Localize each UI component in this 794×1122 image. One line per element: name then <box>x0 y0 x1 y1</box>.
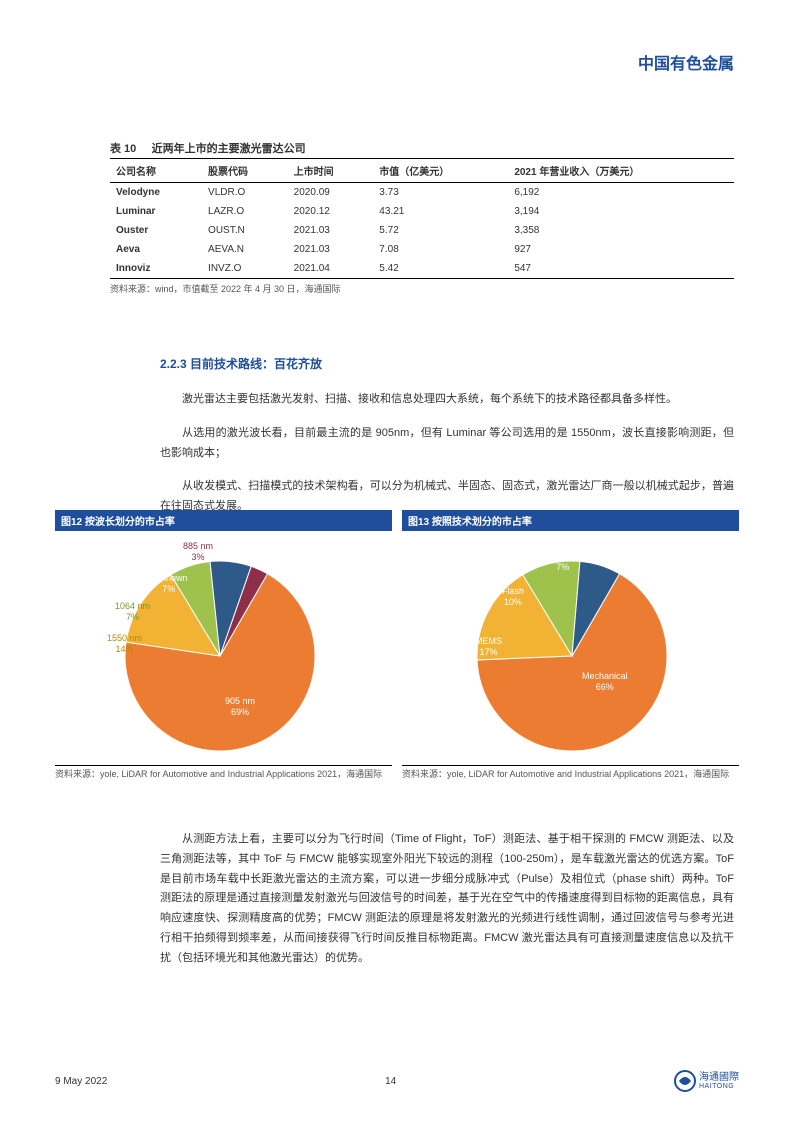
pie-slice-label: Flash10% <box>502 586 524 608</box>
table-caption: 表 10 近两年上市的主要激光雷达公司 <box>110 140 734 156</box>
chart-left-title: 图12 按波长划分的市占率 <box>55 510 392 531</box>
table-row: AevaAEVA.N2021.037.08927 <box>110 240 734 259</box>
table-caption-text: 近两年上市的主要激光雷达公司 <box>152 143 306 155</box>
table-header-cell: 2021 年营业收入（万美元） <box>508 159 734 183</box>
table-cell: 2021.03 <box>288 221 374 240</box>
footer-date: 9 May 2022 <box>55 1076 107 1087</box>
chart-right-area: Mechanical66% MEMS17% Flash10% Unknown7% <box>402 531 739 766</box>
table-cell: 2021.03 <box>288 240 374 259</box>
pie-slice-label: Mechanical66% <box>582 671 628 693</box>
chart-right-source: 资料来源：yole, LiDAR for Automotive and Indu… <box>402 769 739 781</box>
chart-left-box: 图12 按波长划分的市占率 905 nm69% 1550 nm14% 1064 nm… <box>55 510 392 781</box>
table-cell: 5.72 <box>373 221 508 240</box>
table-cell: Ouster <box>110 221 202 240</box>
section-p2: 从选用的激光波长看，目前最主流的是 905nm，但有 Luminar 等公司选用… <box>160 424 734 464</box>
table-cell: 6,192 <box>508 183 734 203</box>
pie-slice-label: 885 nm3% <box>183 541 213 563</box>
table-row: LuminarLAZR.O2020.1243.213,194 <box>110 202 734 221</box>
table-row: VelodyneVLDR.O2020.093.736,192 <box>110 183 734 203</box>
chart-left-area: 905 nm69% 1550 nm14% 1064 nm7%Unknown7% 885… <box>55 531 392 766</box>
table-row: InnovizINVZ.O2021.045.42547 <box>110 259 734 279</box>
table-cell: Velodyne <box>110 183 202 203</box>
table-header-cell: 市值（亿美元） <box>373 159 508 183</box>
lower-text-block: 从测距方法上看，主要可以分为飞行时间（Time of Flight，ToF）测距… <box>160 830 734 969</box>
chart-left-source: 资料来源：yole, LiDAR for Automotive and Indu… <box>55 769 392 781</box>
table-cell: 3,358 <box>508 221 734 240</box>
lidar-companies-table: 公司名称股票代码上市时间市值（亿美元）2021 年营业收入（万美元） Velod… <box>110 158 734 279</box>
footer-page: 14 <box>385 1076 396 1087</box>
pie-slice-label: 1064 nm7% <box>115 601 150 623</box>
table-cell: VLDR.O <box>202 183 288 203</box>
table-source: 资料来源：wind，市值截至 2022 年 4 月 30 日，海通国际 <box>110 282 734 295</box>
table-header-cell: 上市时间 <box>288 159 374 183</box>
table-cell: LAZR.O <box>202 202 288 221</box>
table-cell: Innoviz <box>110 259 202 279</box>
footer-logo-text: 海通國際 <box>699 1073 739 1083</box>
pie-slice-label: 905 nm69% <box>225 696 255 718</box>
table-cell: 43.21 <box>373 202 508 221</box>
table-cell: 3,194 <box>508 202 734 221</box>
table-cell: 2020.09 <box>288 183 374 203</box>
chart-right-title: 图13 按照技术划分的市占率 <box>402 510 739 531</box>
table-cell: INVZ.O <box>202 259 288 279</box>
table-cell: 5.42 <box>373 259 508 279</box>
table-cell: Luminar <box>110 202 202 221</box>
table-cell: 2021.04 <box>288 259 374 279</box>
footer-logo: 海通國際 HAITONG <box>674 1070 739 1092</box>
table-cell: 927 <box>508 240 734 259</box>
table-cell: 7.08 <box>373 240 508 259</box>
table-cell: AEVA.N <box>202 240 288 259</box>
table-header-cell: 公司名称 <box>110 159 202 183</box>
table-header-cell: 股票代码 <box>202 159 288 183</box>
table-cell: 547 <box>508 259 734 279</box>
pie-slice-label: 1550 nm14% <box>107 633 142 655</box>
section-p1: 激光雷达主要包括激光发射、扫描、接收和信息处理四大系统，每个系统下的技术路径都具… <box>160 390 734 410</box>
table-cell: 3.73 <box>373 183 508 203</box>
table-cell: 2020.12 <box>288 202 374 221</box>
table-cell: OUST.N <box>202 221 288 240</box>
footer-logo-sub: HAITONG <box>699 1083 739 1090</box>
section-heading: 2.2.3 目前技术路线：百花齐放 <box>160 355 734 372</box>
pie-slice-label: MEMS17% <box>475 636 502 658</box>
pie-slice-label: Unknown7% <box>544 551 582 573</box>
table-caption-prefix: 表 10 <box>110 143 136 155</box>
pie-slice-label: Unknown7% <box>150 573 188 595</box>
haitong-logo-icon <box>674 1070 696 1092</box>
page-header-title: 中国有色金属 <box>638 50 734 74</box>
chart-right-box: 图13 按照技术划分的市占率 Mechanical66% MEMS17% Flash… <box>402 510 739 781</box>
table-cell: Aeva <box>110 240 202 259</box>
lower-p1: 从测距方法上看，主要可以分为飞行时间（Time of Flight，ToF）测距… <box>160 830 734 969</box>
table-row: OusterOUST.N2021.035.723,358 <box>110 221 734 240</box>
